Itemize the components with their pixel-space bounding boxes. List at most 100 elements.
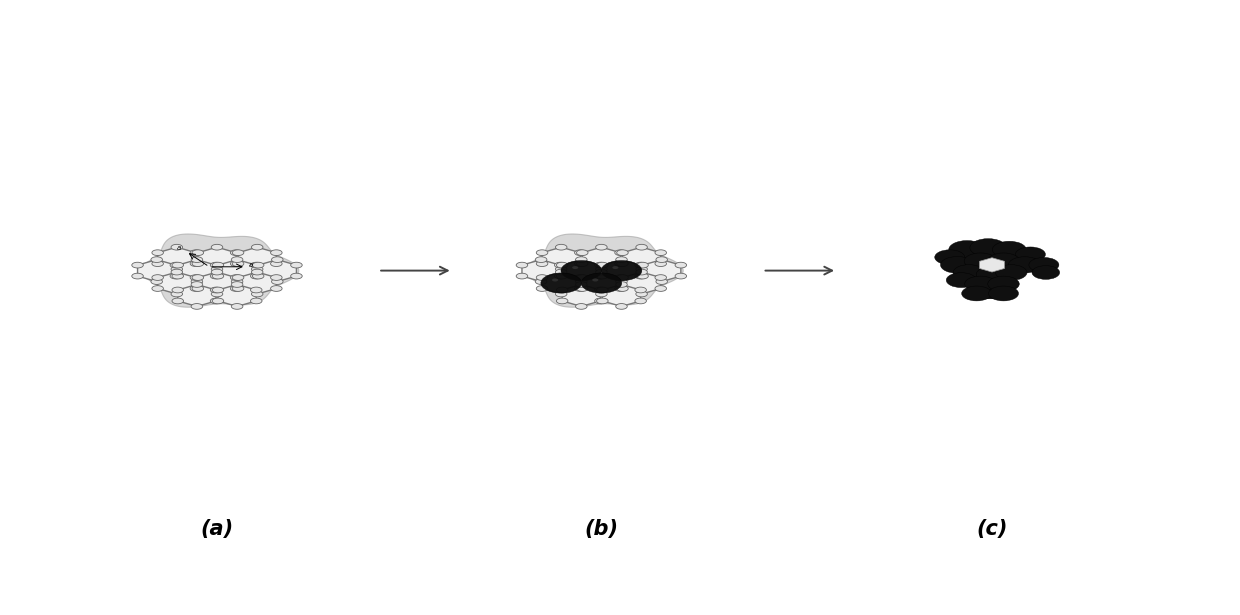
Circle shape: [595, 269, 608, 275]
Circle shape: [675, 273, 687, 279]
Polygon shape: [157, 272, 196, 294]
Polygon shape: [583, 247, 620, 269]
Circle shape: [211, 269, 223, 275]
Circle shape: [190, 261, 202, 266]
Circle shape: [616, 261, 629, 266]
Text: a: a: [248, 262, 253, 268]
Circle shape: [232, 285, 244, 292]
Circle shape: [212, 287, 223, 293]
Circle shape: [253, 262, 264, 268]
Circle shape: [232, 304, 243, 309]
Circle shape: [151, 250, 164, 256]
Circle shape: [595, 244, 608, 250]
Circle shape: [616, 275, 629, 280]
Polygon shape: [177, 260, 216, 282]
Circle shape: [270, 285, 283, 292]
Circle shape: [554, 273, 565, 279]
Circle shape: [595, 262, 606, 268]
Circle shape: [1032, 266, 1060, 279]
Circle shape: [595, 287, 606, 293]
Circle shape: [250, 262, 262, 268]
Circle shape: [575, 257, 587, 263]
Circle shape: [192, 261, 203, 266]
Circle shape: [232, 275, 244, 280]
Polygon shape: [583, 272, 620, 294]
Circle shape: [232, 282, 243, 287]
Circle shape: [556, 269, 567, 275]
Circle shape: [595, 266, 608, 272]
Circle shape: [536, 285, 548, 292]
Circle shape: [572, 266, 578, 269]
Circle shape: [272, 279, 283, 284]
Circle shape: [190, 250, 202, 256]
Polygon shape: [562, 285, 600, 306]
Circle shape: [556, 244, 567, 250]
Circle shape: [1029, 258, 1059, 272]
Circle shape: [290, 273, 303, 279]
Polygon shape: [141, 234, 299, 308]
Polygon shape: [603, 285, 641, 306]
Circle shape: [577, 285, 588, 292]
Polygon shape: [603, 260, 641, 282]
Circle shape: [655, 285, 667, 292]
Circle shape: [656, 279, 667, 284]
Circle shape: [552, 279, 558, 282]
Circle shape: [996, 264, 1027, 280]
Circle shape: [655, 261, 667, 266]
Circle shape: [211, 298, 222, 304]
Circle shape: [992, 241, 1027, 258]
Circle shape: [577, 275, 588, 280]
Circle shape: [250, 298, 262, 304]
Polygon shape: [238, 272, 277, 294]
Circle shape: [615, 285, 626, 292]
Circle shape: [976, 266, 1008, 282]
Text: (b): (b): [584, 519, 619, 539]
Circle shape: [170, 262, 181, 268]
Circle shape: [935, 250, 965, 264]
Circle shape: [575, 279, 587, 284]
Circle shape: [577, 250, 588, 256]
Circle shape: [190, 275, 202, 280]
Circle shape: [290, 262, 303, 268]
Circle shape: [965, 276, 996, 292]
Circle shape: [574, 250, 587, 256]
Circle shape: [556, 291, 567, 297]
Circle shape: [970, 239, 1007, 257]
Circle shape: [615, 275, 626, 280]
Circle shape: [536, 279, 547, 284]
Circle shape: [575, 304, 587, 309]
Circle shape: [252, 244, 263, 250]
Circle shape: [574, 261, 587, 266]
Circle shape: [211, 287, 222, 293]
Circle shape: [574, 285, 587, 292]
Circle shape: [151, 285, 164, 292]
Circle shape: [516, 273, 528, 279]
Circle shape: [613, 266, 619, 269]
Polygon shape: [218, 285, 257, 306]
Circle shape: [954, 264, 985, 280]
Circle shape: [615, 261, 626, 266]
Circle shape: [596, 273, 608, 279]
Circle shape: [211, 291, 223, 297]
Circle shape: [191, 282, 202, 287]
Circle shape: [616, 304, 627, 309]
Text: (c): (c): [976, 519, 1008, 539]
Circle shape: [575, 282, 587, 287]
Circle shape: [615, 250, 626, 256]
Circle shape: [231, 275, 242, 280]
Circle shape: [962, 286, 992, 301]
Circle shape: [250, 273, 262, 279]
Circle shape: [616, 250, 629, 256]
Circle shape: [151, 261, 164, 266]
Circle shape: [636, 244, 647, 250]
Circle shape: [170, 273, 181, 279]
Polygon shape: [542, 272, 580, 294]
Text: (a): (a): [201, 519, 233, 539]
Circle shape: [557, 262, 568, 268]
Circle shape: [211, 266, 223, 272]
Circle shape: [536, 261, 548, 266]
Circle shape: [596, 262, 608, 268]
Polygon shape: [642, 260, 681, 282]
Circle shape: [516, 262, 528, 268]
Polygon shape: [138, 260, 176, 282]
